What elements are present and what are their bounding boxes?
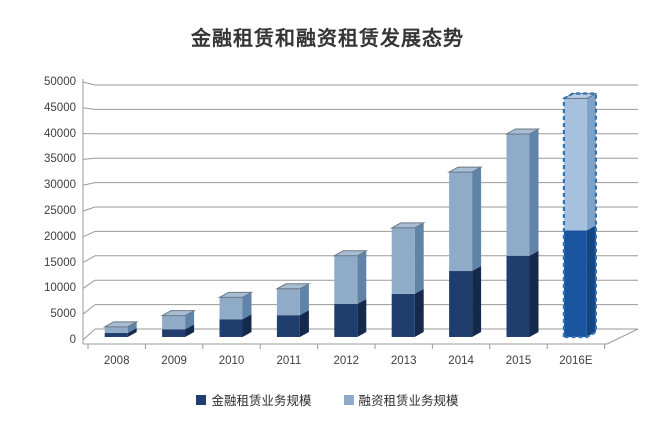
x-axis-label-2013: 2013 bbox=[390, 355, 417, 367]
bar-2015 bbox=[504, 128, 541, 337]
legend-swatch-light-icon bbox=[343, 394, 354, 405]
bar-2016E bbox=[561, 92, 598, 339]
y-axis-tick: 50000 bbox=[44, 76, 76, 88]
y-axis-tick: 15000 bbox=[44, 256, 76, 269]
bar-2013 bbox=[389, 222, 426, 337]
y-axis-tick: 40000 bbox=[44, 127, 76, 140]
legend: 金融租赁业务规模 融资租赁业务规模 bbox=[0, 390, 655, 409]
y-axis-tick: 25000 bbox=[44, 205, 76, 217]
x-axis-label-2009: 2009 bbox=[161, 355, 187, 367]
x-axis-label-2014: 2014 bbox=[448, 355, 474, 367]
x-axis-label-2012: 2012 bbox=[333, 355, 360, 367]
chart-title: 金融租赁和融资租赁发展态势 bbox=[191, 28, 464, 50]
bar-2009 bbox=[160, 310, 197, 337]
x-axis-label-2011: 2011 bbox=[276, 355, 302, 367]
legend-item-finance-leasing: 融资租赁业务规模 bbox=[343, 390, 459, 409]
estimate-dashed-outline bbox=[562, 92, 597, 339]
y-axis-tick: 30000 bbox=[44, 179, 76, 192]
x-axis-label-2010: 2010 bbox=[218, 355, 245, 367]
y-axis-tick: 5000 bbox=[50, 308, 76, 321]
bar-2008 bbox=[102, 321, 139, 337]
bar-2014 bbox=[447, 166, 484, 337]
x-axis-label-2008: 2008 bbox=[103, 355, 130, 367]
y-axis-tick: 20000 bbox=[44, 230, 76, 243]
y-axis-tick: 10000 bbox=[44, 282, 76, 295]
x-axis-label-2016e: 2016E bbox=[559, 355, 593, 367]
x-axis-label-2015: 2015 bbox=[505, 355, 532, 367]
legend-label-financial-leasing: 金融租赁业务规模 bbox=[211, 394, 312, 408]
bar-2011 bbox=[274, 283, 311, 337]
y-axis-tick: 45000 bbox=[44, 101, 76, 114]
y-axis-tick: 35000 bbox=[44, 153, 76, 166]
y-axis-tick: 0 bbox=[69, 334, 76, 346]
legend-item-financial-leasing: 金融租赁业务规模 bbox=[196, 390, 312, 409]
bar-2012 bbox=[332, 250, 369, 337]
bar-2010 bbox=[217, 291, 254, 337]
legend-label-finance-leasing: 融资租赁业务规模 bbox=[358, 394, 459, 408]
legend-swatch-dark-icon bbox=[196, 394, 207, 405]
